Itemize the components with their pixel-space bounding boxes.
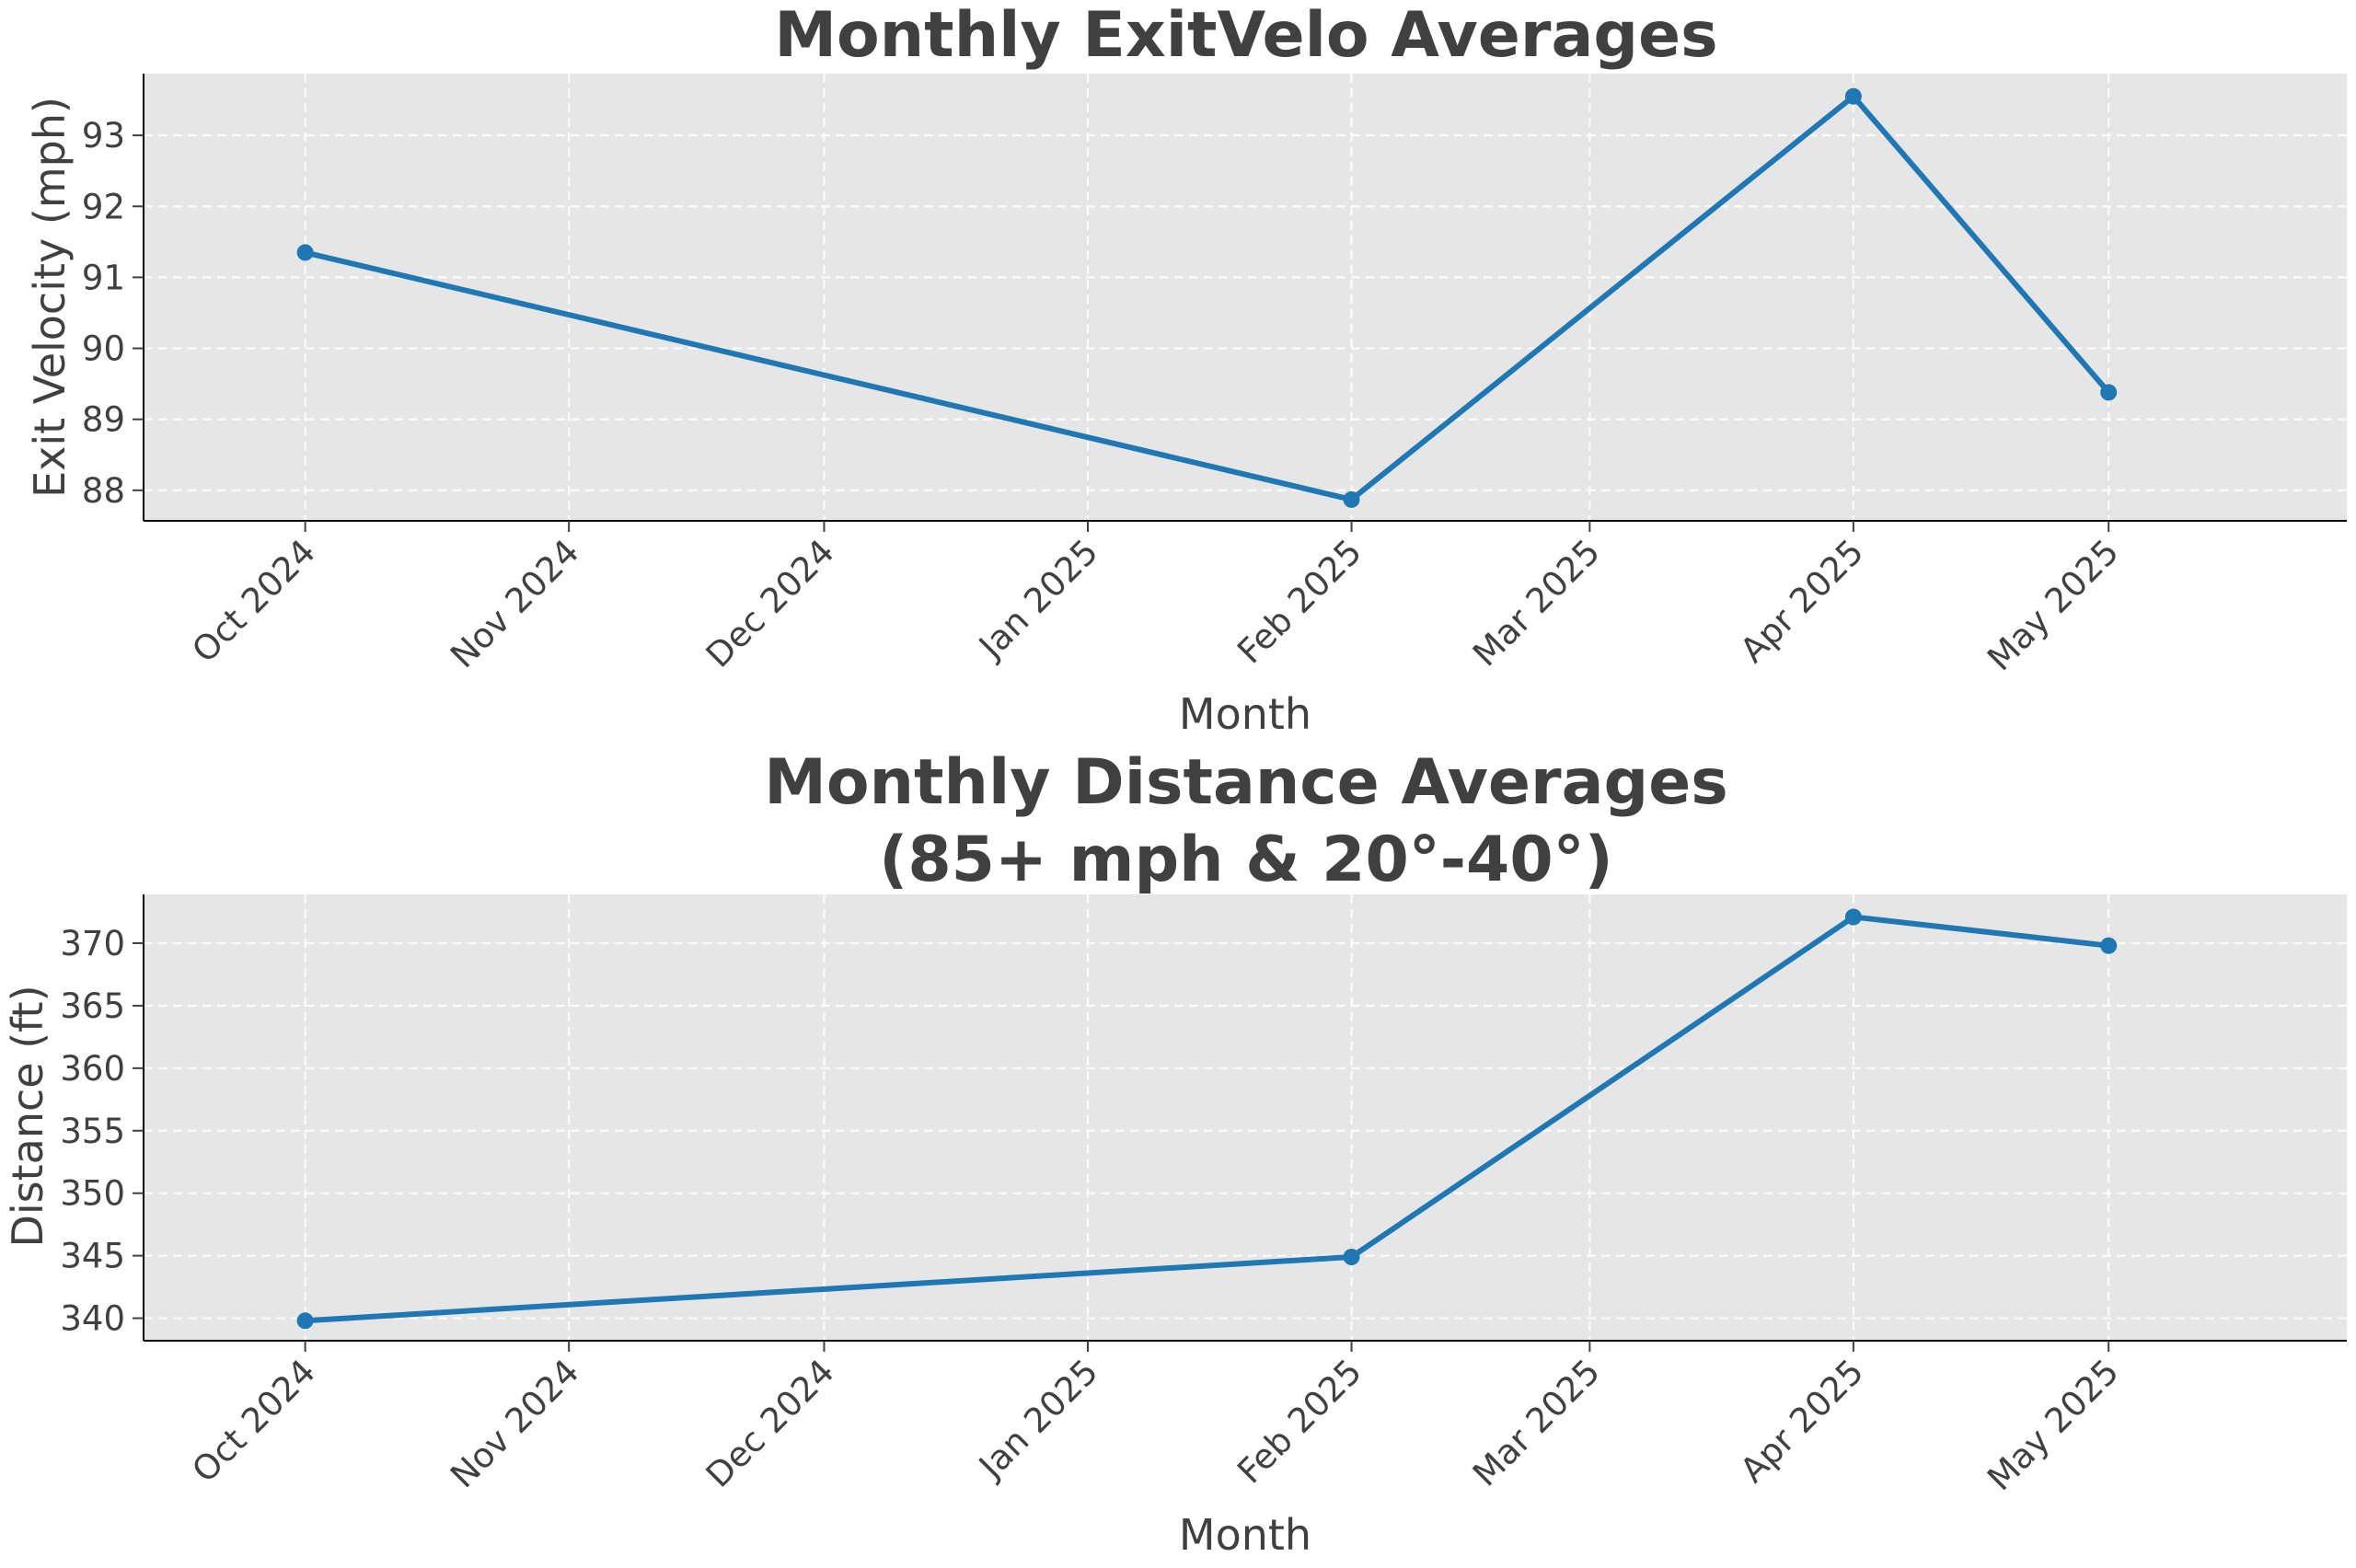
distance-chart: Monthly Distance Averages (85+ mph & 20°… [3, 746, 2347, 1560]
data-point [2100, 384, 2118, 401]
y-tick-label: 350 [60, 1174, 125, 1214]
y-tick-label: 370 [60, 924, 125, 963]
y-tick-label: 345 [60, 1237, 125, 1276]
y-tick-label: 89 [82, 400, 125, 440]
data-point [1343, 1249, 1360, 1265]
x-axis-label: Month [1179, 1510, 1311, 1560]
x-tick-label: Dec 2024 [699, 532, 842, 675]
y-tick-label: 90 [82, 329, 125, 369]
x-tick-label: Mar 2025 [1465, 1352, 1608, 1494]
x-axis-label: Month [1179, 689, 1311, 739]
y-tick-label: 355 [60, 1112, 125, 1151]
y-tick-label: 340 [60, 1299, 125, 1339]
x-tick-label: Jan 2025 [970, 532, 1105, 667]
chart-title: Monthly ExitVelo Averages [774, 0, 1717, 72]
series-line [302, 914, 2112, 1324]
y-axis-label: Distance (ft) [3, 985, 52, 1247]
y-tick-label: 360 [60, 1049, 125, 1089]
x-tick-label: Nov 2024 [443, 532, 586, 675]
data-point [1844, 87, 1862, 105]
y-tick-label: 93 [82, 116, 125, 156]
x-tick-label: Apr 2025 [1733, 1352, 1872, 1491]
data-point [1844, 908, 1862, 926]
x-tick-label: Oct 2024 [184, 1352, 323, 1491]
y-tick-label: 88 [82, 471, 125, 511]
plot-area [144, 894, 2347, 1341]
data-point [2100, 937, 2118, 954]
data-point [1343, 490, 1360, 508]
x-tick-label: Mar 2025 [1465, 532, 1608, 674]
y-tick-label: 365 [60, 986, 125, 1026]
y-axis-label: Exit Velocity (mph) [25, 97, 75, 498]
x-tick-label: Oct 2024 [184, 532, 323, 671]
x-tick-label: Nov 2024 [443, 1352, 586, 1495]
x-tick-label: May 2025 [1980, 1352, 2126, 1498]
series [296, 87, 2118, 508]
chart-title: Monthly Distance Averages [764, 746, 1728, 819]
data-point [296, 244, 314, 261]
data-point [296, 1312, 314, 1330]
exit-velocity-chart: Monthly ExitVelo Averages Oct 2024 Nov 20… [25, 0, 2347, 739]
grid [144, 894, 2347, 1341]
series-line [302, 93, 2112, 502]
x-tick-label: May 2025 [1980, 532, 2126, 678]
plot-area [144, 74, 2347, 521]
y-tick-label: 92 [82, 187, 125, 226]
x-tick-label: Feb 2025 [1230, 532, 1369, 672]
x-tick-label: Jan 2025 [970, 1352, 1105, 1487]
y-tick-label: 91 [82, 258, 125, 297]
x-tick-label: Feb 2025 [1230, 1352, 1369, 1492]
series [296, 908, 2118, 1330]
x-tick-label: Dec 2024 [699, 1352, 842, 1495]
chart-subtitle: (85+ mph & 20°-40°) [879, 824, 1613, 896]
x-tick-label: Apr 2025 [1733, 532, 1872, 671]
grid [144, 74, 2347, 521]
